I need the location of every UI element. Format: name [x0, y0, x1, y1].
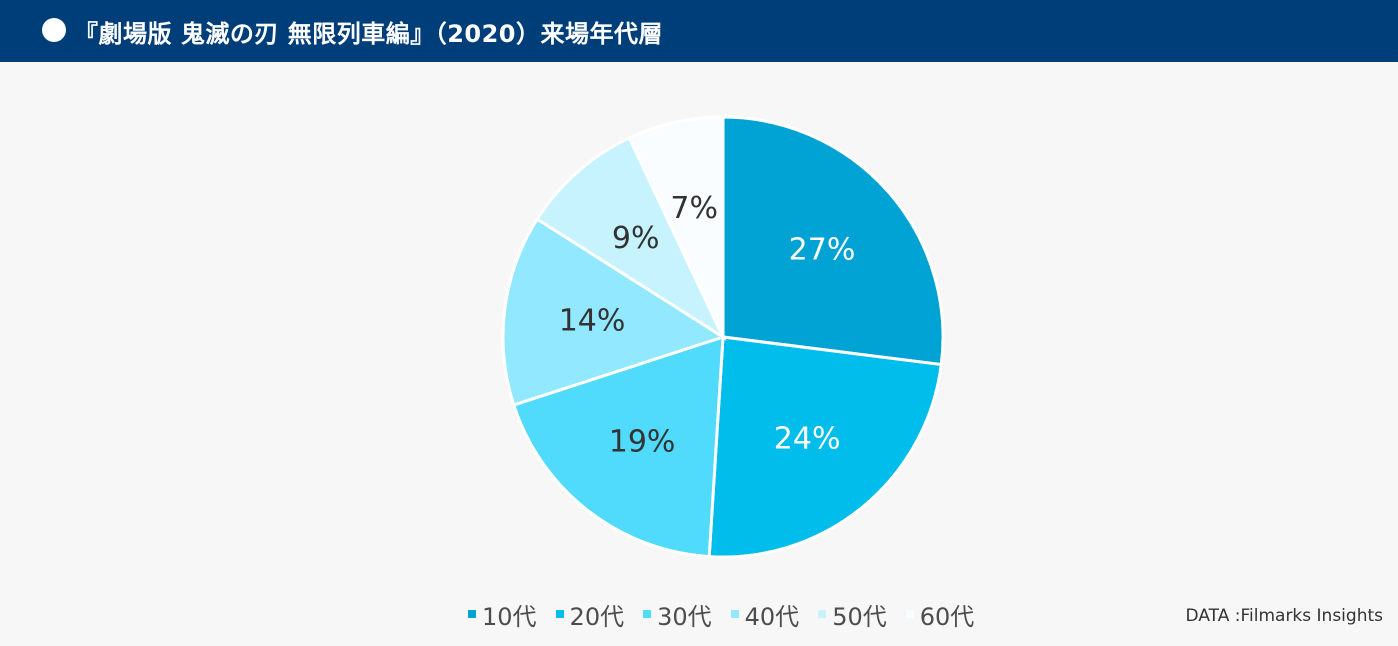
pie-slice-4	[501, 217, 727, 407]
pie-chart: 27% 24% 19% 14% 9% 7%	[501, 115, 945, 559]
pie-slice-3	[511, 334, 725, 559]
legend-label: 30代	[657, 602, 712, 631]
legend-swatch	[643, 610, 652, 618]
slice-label-5: 9%	[612, 221, 660, 256]
legend-label: 60代	[919, 602, 975, 631]
legend-swatch	[905, 610, 914, 618]
legend-item: 40代	[730, 597, 800, 632]
legend-swatch	[730, 610, 739, 618]
data-source: DATA :Filmarks Insights	[1185, 606, 1383, 626]
legend-label: 50代	[832, 602, 887, 631]
chart-title: 『劇場版 鬼滅の刃 無限列車編』（2020）来場年代層	[74, 20, 664, 48]
legend-label: 10代	[482, 602, 537, 631]
legend-item: 30代	[643, 597, 712, 632]
slice-label-2: 24%	[774, 422, 841, 457]
chart-header: 『劇場版 鬼滅の刃 無限列車編』（2020）来場年代層	[0, 0, 1398, 62]
chart-legend: 10代 20代 30代 40代 50代 60代	[468, 597, 993, 632]
legend-item: 10代	[468, 597, 537, 632]
legend-item: 20代	[555, 597, 625, 632]
slice-label-1: 27%	[789, 233, 856, 268]
legend-swatch	[555, 610, 564, 618]
bullet-icon	[42, 18, 66, 42]
legend-swatch	[468, 610, 476, 618]
legend-label: 40代	[744, 602, 800, 631]
slice-label-6: 7%	[670, 191, 718, 226]
pie-slice-5	[535, 135, 727, 342]
legend-item: 50代	[818, 597, 887, 632]
pie-slice-6	[627, 115, 725, 338]
pie-slice-2	[707, 335, 943, 559]
legend-swatch	[818, 610, 827, 618]
legend-item: 60代	[905, 597, 975, 632]
slice-label-3: 19%	[609, 424, 676, 459]
pie-slice-1	[721, 115, 945, 367]
slice-label-4: 14%	[559, 303, 626, 338]
legend-label: 20代	[569, 602, 625, 631]
